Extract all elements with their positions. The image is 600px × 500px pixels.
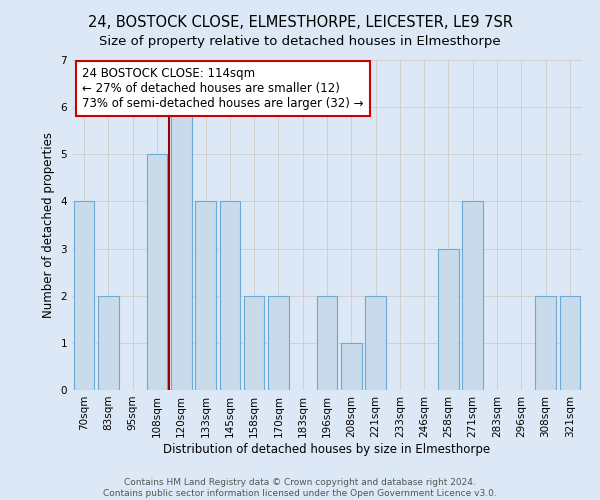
Bar [463, 202, 483, 390]
Bar [220, 202, 240, 390]
Text: Size of property relative to detached houses in Elmesthorpe: Size of property relative to detached ho… [99, 35, 501, 48]
Bar [317, 296, 337, 390]
Y-axis label: Number of detached properties: Number of detached properties [42, 132, 55, 318]
Text: Contains HM Land Registry data © Crown copyright and database right 2024.
Contai: Contains HM Land Registry data © Crown c… [103, 478, 497, 498]
Text: 24, BOSTOCK CLOSE, ELMESTHORPE, LEICESTER, LE9 7SR: 24, BOSTOCK CLOSE, ELMESTHORPE, LEICESTE… [88, 15, 512, 30]
Bar [74, 202, 94, 390]
Bar [341, 343, 362, 390]
Bar [560, 296, 580, 390]
Bar [171, 107, 191, 390]
Bar [268, 296, 289, 390]
Bar [195, 202, 216, 390]
Text: 24 BOSTOCK CLOSE: 114sqm
← 27% of detached houses are smaller (12)
73% of semi-d: 24 BOSTOCK CLOSE: 114sqm ← 27% of detach… [82, 66, 364, 110]
X-axis label: Distribution of detached houses by size in Elmesthorpe: Distribution of detached houses by size … [163, 442, 491, 456]
Bar [438, 248, 459, 390]
Bar [244, 296, 265, 390]
Bar [365, 296, 386, 390]
Bar [146, 154, 167, 390]
Bar [98, 296, 119, 390]
Bar [535, 296, 556, 390]
